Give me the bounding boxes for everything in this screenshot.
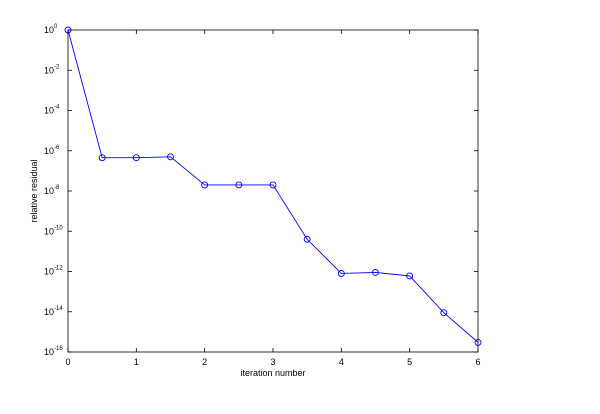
y-tick-label: 10 <box>44 65 54 75</box>
y-tick-label: 10 <box>44 226 54 236</box>
y-tick-label: 10 <box>44 267 54 277</box>
y-tick-label: 10 <box>44 25 54 35</box>
data-point <box>440 309 448 317</box>
y-tick-exponent: -8 <box>54 185 60 191</box>
y-tick-label: 10 <box>44 307 54 317</box>
y-tick-exponent: -16 <box>54 346 63 352</box>
data-point <box>235 181 243 189</box>
x-tick-label: 4 <box>339 357 344 367</box>
y-axis-label: relative residual <box>29 159 39 222</box>
y-tick-exponent: -2 <box>54 64 60 70</box>
y-tick-label: 10 <box>44 186 54 196</box>
data-point <box>132 154 140 162</box>
x-tick-label: 0 <box>65 357 70 367</box>
data-point <box>167 153 174 161</box>
data-series <box>64 26 482 346</box>
series-line <box>67 29 479 343</box>
y-tick-exponent: -10 <box>54 225 63 231</box>
data-point <box>406 272 414 280</box>
y-tick-label: 10 <box>44 146 54 156</box>
x-axis: 0 1 2 3 4 5 6 <box>65 30 481 367</box>
y-tick-exponent: -12 <box>54 266 63 272</box>
y-tick-exponent: -14 <box>54 306 63 312</box>
x-tick-label: 2 <box>202 357 207 367</box>
x-axis-label: iteration number <box>240 368 305 378</box>
data-point <box>303 235 311 243</box>
y-tick-exponent: 0 <box>54 24 58 30</box>
y-tick-exponent: -6 <box>54 145 60 151</box>
x-tick-label: 5 <box>407 357 412 367</box>
data-point <box>98 154 106 162</box>
data-point <box>337 270 345 277</box>
data-point <box>201 181 209 189</box>
y-tick-exponent: -4 <box>54 105 60 111</box>
data-point <box>64 26 72 34</box>
plot-area <box>67 29 479 353</box>
data-point <box>474 338 482 346</box>
y-tick-label: 10 <box>44 106 54 116</box>
x-tick-label: 6 <box>475 357 480 367</box>
y-tick-label: 10 <box>44 347 54 357</box>
data-point <box>269 181 277 189</box>
x-tick-label: 1 <box>134 357 139 367</box>
x-tick-label: 3 <box>270 357 275 367</box>
data-point <box>372 268 379 276</box>
